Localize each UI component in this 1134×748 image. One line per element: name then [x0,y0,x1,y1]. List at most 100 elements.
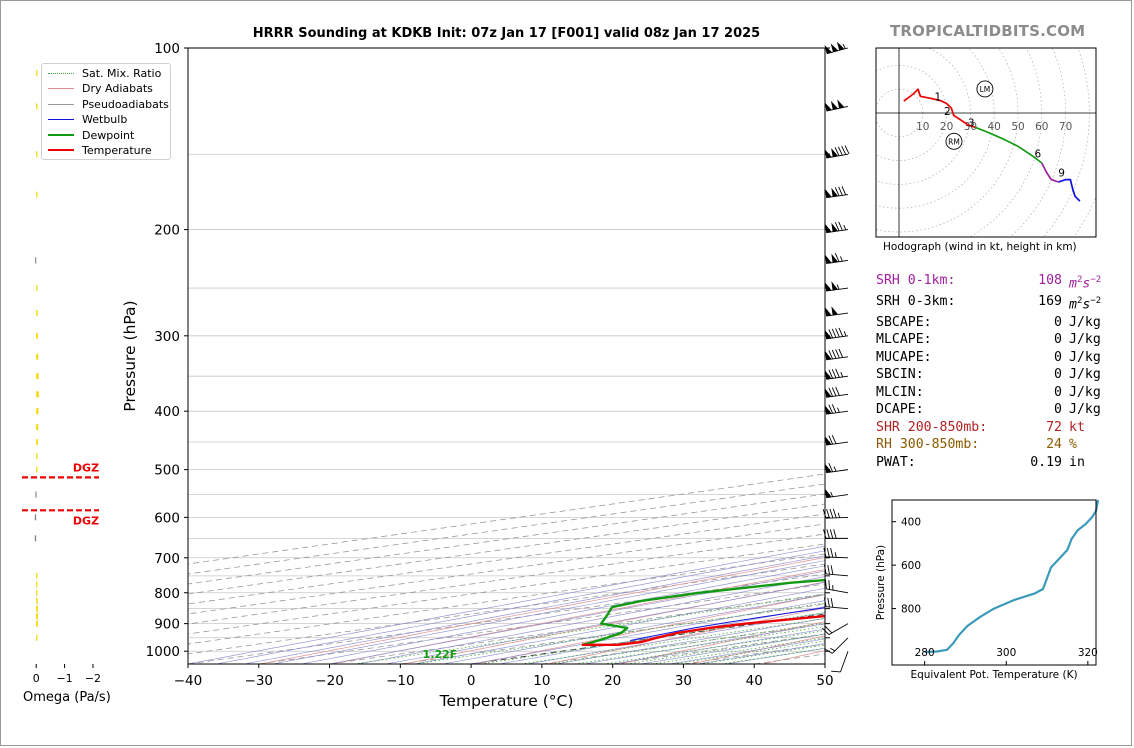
wind-barb [824,252,849,264]
barb-staff [826,588,849,594]
barb-full [823,564,827,575]
param-row: SBCIN: 0 J/kg [876,366,1101,384]
mixing-ratio-line [651,637,825,664]
barb-half [840,371,844,378]
x-tick-label: 10 [533,673,550,689]
param-row: RH 300-850mb: 24% [876,436,1101,454]
wind-barb [824,463,849,474]
mixing-ratio-line [353,593,825,664]
barb-full [838,186,843,196]
barb-pennant [824,405,832,415]
param-row: DCAPE: 0 J/kg [876,401,1101,419]
param-value: 108 [1038,273,1062,288]
hodograph-ring-label: 50 [1011,121,1024,133]
barb-full [821,627,830,635]
y-tick-label: 300 [154,329,180,345]
param-unit: J/kg [1069,367,1101,383]
moist-adiabat [329,570,825,664]
param-unit: kt [1069,419,1085,435]
wind-barb [824,99,849,112]
barb-pennant [824,329,832,339]
x-axis-label: Temperature (°C) [439,692,574,710]
barb-half [830,491,834,497]
barb-full [841,186,847,196]
omega-tick-label: −1 [56,672,72,685]
theta-e-x-label: Equivalent Pot. Temperature (K) [910,669,1077,681]
barb-full [835,349,840,359]
barb-full [828,404,834,414]
barb-full [833,529,837,539]
barb-full [830,565,834,575]
hodograph-height-label: 2 [944,106,951,118]
omega-bar [36,572,38,579]
param-label: RH 300-850mb: [876,437,980,453]
dry-adiabat [260,557,825,664]
y-tick-label: 400 [154,404,180,420]
barb-full [831,670,841,673]
barb-full [826,547,830,558]
barb-full [828,463,834,472]
barb-full [844,145,850,155]
barb-half [837,512,841,518]
dry-adiabat [332,569,825,664]
omega-tick-label: 0 [33,672,40,685]
wind-barb [824,306,849,317]
barb-pennant [824,223,832,233]
barb-full [826,529,830,539]
barb-pennant [824,370,832,380]
isotherm-gridline [188,523,825,615]
y-tick-label: 600 [154,510,180,526]
barb-pennant [831,253,838,263]
barb-full [831,349,837,359]
omega-bar [36,285,38,292]
hodograph-ring-label: 70 [1059,121,1072,133]
barb-full [828,329,834,339]
param-unit: J/kg [1069,402,1101,418]
omega-bar [36,391,39,398]
theta-e-x-tick-label: 300 [996,647,1016,659]
x-tick-label: 50 [816,673,833,689]
storm-motion-label: RM [948,137,960,146]
omega-bar [35,491,37,498]
wind-barb [824,386,849,398]
barb-full [824,579,827,589]
wind-barb [824,637,849,654]
omega-bar [36,373,39,380]
legend-label: Dry Adiabats [82,81,153,95]
omega-bar [36,620,38,627]
param-label: SHR 200-850mb: [876,419,988,435]
omega-bar [36,613,38,620]
y-tick-label: 1000 [146,644,180,660]
param-label: MUCAPE: [876,349,932,365]
barb-full [826,509,830,519]
param-row: SHR 200-850mb: 72 kt [876,419,1101,437]
dry-adiabat [475,594,825,664]
omega-bar [34,535,37,542]
wind-barb [824,186,849,199]
omega-bar [36,466,38,473]
param-unit: in [1069,454,1085,470]
hodograph-height-label: 9 [1058,168,1065,180]
barb-full [830,598,834,608]
barb-staff [825,556,849,559]
barb-full [828,580,831,590]
barb-full [838,327,844,337]
wind-barb [821,623,849,636]
barb-staff [825,516,849,519]
mixing-ratio-line [414,602,825,664]
y-tick-label: 100 [154,41,180,57]
y-axis-label: Pressure (hPa) [121,300,139,411]
hodograph-ring-label: 60 [1035,121,1048,133]
wind-barb [823,597,849,610]
hodograph-segment [941,100,976,129]
barb-full [832,508,837,518]
param-label: SRH 0-1km: [876,273,956,288]
wind-barb [823,547,849,559]
brand-watermark: TROPICALTIDBITS.COM [890,22,1086,40]
theta-e-y-tick-label: 800 [901,604,921,616]
wind-barb [824,348,849,361]
moist-adiabat [442,594,825,664]
barb-full [828,350,834,360]
barb-full [823,547,827,558]
